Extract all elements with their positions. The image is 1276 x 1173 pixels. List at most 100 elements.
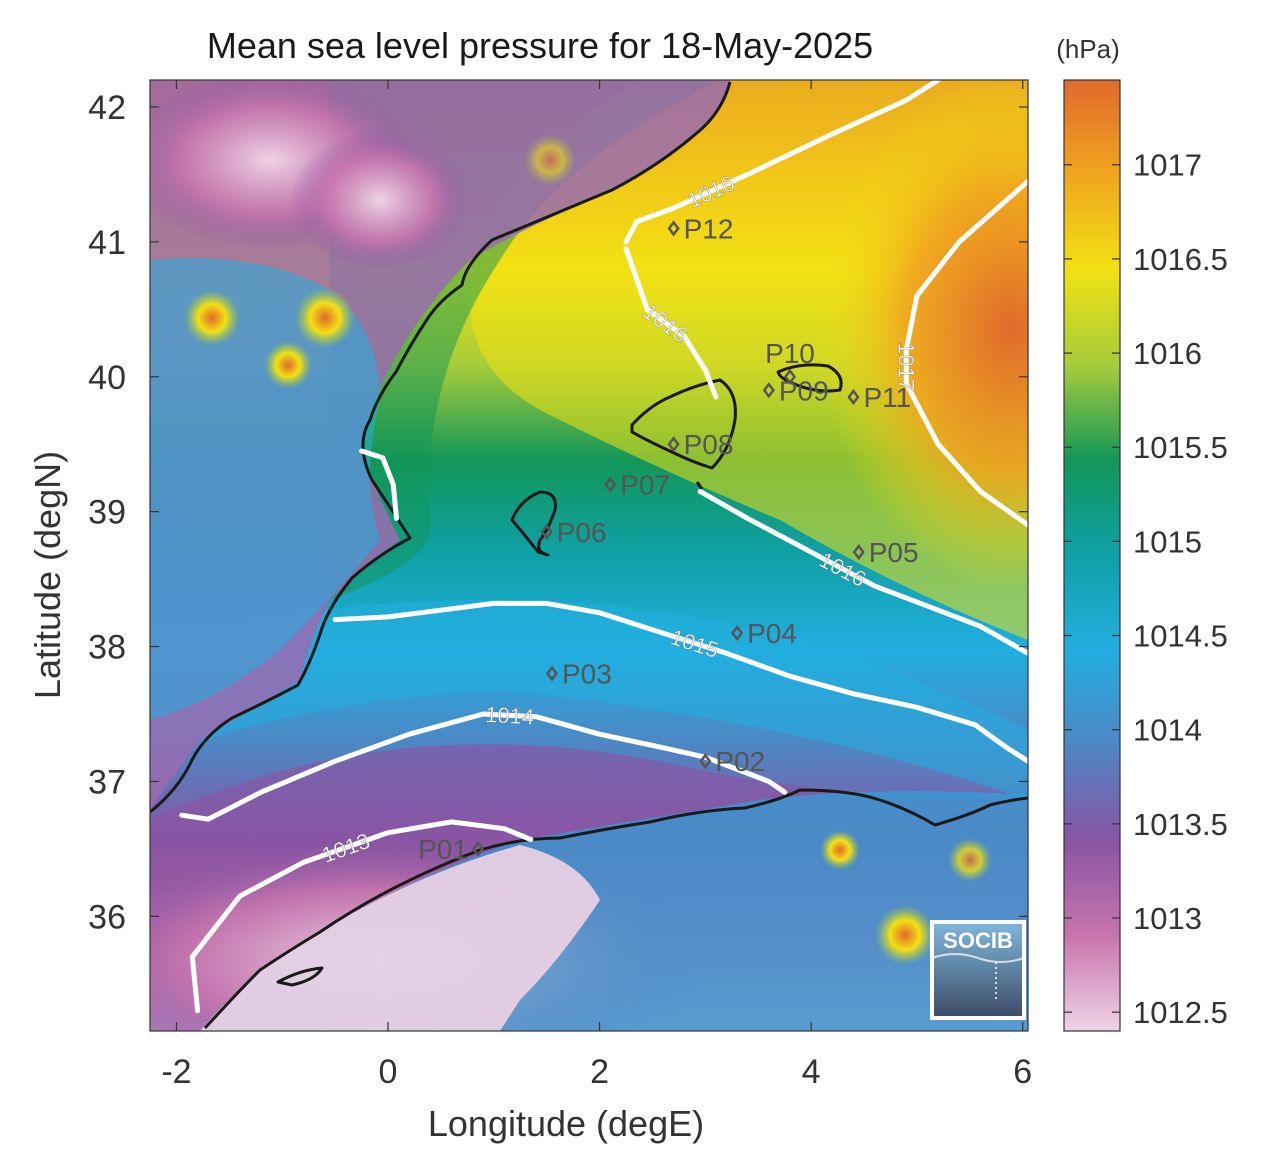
- station-marker[interactable]: P10: [765, 338, 815, 385]
- x-tick-label: 4: [802, 1053, 821, 1091]
- coastline-menorca: [776, 363, 843, 393]
- x-tick-label: 0: [379, 1053, 398, 1091]
- map-title: Mean sea level pressure for 18-May-2025: [207, 25, 873, 66]
- isobar-line: [903, 178, 1028, 528]
- station-label: P01: [418, 834, 468, 865]
- y-tick-label: 38: [88, 629, 126, 667]
- isobar-label: 1014: [485, 702, 535, 729]
- colorbar-tick-label: 1015.5: [1133, 430, 1228, 465]
- diamond-icon: [762, 382, 775, 399]
- x-tick-label: 2: [590, 1053, 609, 1091]
- station-label: P05: [869, 537, 919, 568]
- station-label: P06: [557, 517, 607, 548]
- diamond-icon: [852, 544, 865, 561]
- diamond-icon: [731, 624, 744, 642]
- diamond-icon: [847, 388, 860, 406]
- y-tick-label: 39: [88, 494, 126, 532]
- colorbar-tick-label: 1014: [1133, 713, 1202, 748]
- hotspot-africa-2: [820, 830, 860, 870]
- colorbar-tick-label: 1012.5: [1133, 995, 1228, 1030]
- colorbar: 1012.5 1013 1013.5 1014 1014.5 1015 1015.5 1016…: [1056, 34, 1228, 1032]
- station-marker[interactable]: P08: [667, 429, 733, 460]
- station-marker[interactable]: P12: [667, 213, 734, 244]
- x-tick-label: -2: [161, 1053, 191, 1091]
- colorbar-gradient: [1063, 79, 1121, 1032]
- station-marker[interactable]: P01: [418, 834, 484, 865]
- land-iberia-cyan-zone: [150, 258, 380, 720]
- isobar-line: [359, 448, 399, 521]
- diamond-icon: [545, 665, 559, 682]
- hotspot-1: [184, 290, 240, 346]
- socib-logo-box: [930, 920, 1026, 1020]
- hotspot-africa-3: [948, 838, 992, 882]
- diamond-icon: [604, 476, 617, 493]
- colorbar-tick-label: 1016: [1133, 336, 1202, 371]
- isobar-line: [623, 246, 719, 400]
- colorbar-tick-label: 1013.5: [1133, 807, 1228, 842]
- station-label: P04: [747, 618, 797, 649]
- y-tick-label: 36: [88, 898, 126, 936]
- coastline-ibiza: [510, 490, 557, 557]
- station-marker[interactable]: P05: [852, 537, 919, 568]
- hotspot-4: [524, 134, 576, 186]
- station-label: P11: [863, 382, 911, 413]
- y-tick-label: 37: [88, 763, 126, 801]
- diamond-icon: [699, 753, 712, 770]
- coastline-north-africa: [203, 788, 1028, 1030]
- x-tick-label: 6: [1013, 1053, 1032, 1091]
- colorbar-tick-label: 1015: [1133, 524, 1202, 559]
- station-marker[interactable]: P03: [545, 659, 612, 690]
- y-tick-label: 42: [88, 89, 126, 127]
- pressure-field-teal-band: [150, 600, 1028, 800]
- socib-logo-wave-icon: [931, 953, 1025, 963]
- colorbar-unit-label: (hPa): [1056, 34, 1120, 64]
- y-axis-label: Latitude (degN): [27, 451, 68, 699]
- isobar-line: [623, 80, 941, 245]
- hotspot-africa-1: [875, 905, 935, 965]
- pressure-field-high-core: [820, 80, 1028, 590]
- station-label: P10: [765, 338, 815, 369]
- isobar-line: [189, 819, 534, 1014]
- y-tick-label: 41: [88, 224, 126, 262]
- coastlines: [150, 81, 1028, 1030]
- station-marker[interactable]: P07: [604, 470, 670, 501]
- coastline-iberia: [150, 81, 732, 814]
- isobar-line: [179, 711, 788, 822]
- station-label: P07: [620, 470, 670, 501]
- diamond-icon: [783, 368, 797, 385]
- x-axis-label: Longitude (degE): [428, 1103, 704, 1144]
- socib-logo-text: SOCIB: [943, 928, 1013, 953]
- y-axis-ticks: 36 37 38 39 40 41 42: [88, 89, 1028, 936]
- isobar-label: 1017: [893, 342, 918, 391]
- isobar-label-group: 1014: [484, 702, 535, 730]
- hotspot-3: [264, 341, 312, 389]
- map-frame: [149, 79, 1029, 1032]
- land-north-africa-pink: [200, 845, 600, 1031]
- land-high-pink-ne: [290, 130, 470, 270]
- x-axis-ticks: -2 0 2 4 6: [161, 80, 1032, 1091]
- diamond-icon: [667, 436, 680, 453]
- colorbar-ticks: 1012.5 1013 1013.5 1014 1014.5 1015 1015.5 1016…: [1064, 148, 1228, 1030]
- station-marker[interactable]: P02: [699, 746, 765, 777]
- colorbar-tick-label: 1017: [1133, 148, 1202, 183]
- station-label: P12: [684, 213, 734, 244]
- coastline-mallorca: [630, 378, 737, 470]
- diamond-icon: [540, 523, 553, 540]
- colorbar-tick-label: 1013: [1133, 901, 1202, 936]
- colorbar-tick-label: 1016.5: [1133, 242, 1228, 277]
- station-label: P03: [562, 659, 612, 690]
- station-label: P02: [715, 746, 765, 777]
- isobar-label-group: 1017: [893, 342, 918, 391]
- station-marker[interactable]: P04: [731, 618, 797, 649]
- diamond-icon: [667, 220, 680, 237]
- coastline-lake: [276, 966, 324, 987]
- isobar-line: [332, 600, 1028, 764]
- station-marker[interactable]: P11: [847, 382, 911, 413]
- socib-logo: SOCIB: [930, 920, 1026, 1020]
- y-tick-label: 40: [88, 359, 126, 397]
- station-marker[interactable]: P06: [540, 517, 607, 548]
- isobar-line: [697, 488, 1028, 656]
